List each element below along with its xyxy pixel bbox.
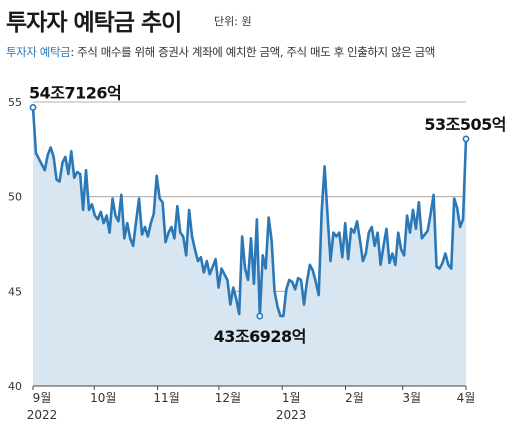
page-title: 투자자 예탁금 추이 <box>6 10 182 36</box>
annotation-label: 54조7126억 <box>29 83 121 102</box>
x-tick-label: 9월 <box>33 391 52 405</box>
x-tick-label: 4월 <box>457 391 476 405</box>
y-tick-label: 45 <box>8 285 22 298</box>
definition-note-label: 투자자 예탁금 <box>6 45 71 59</box>
annotation-label: 53조505억 <box>424 115 506 134</box>
annotation-point <box>29 104 37 111</box>
x-axis: 9월 2022 10월 11월 12월 1월 2023 2월 3월 4월 <box>27 385 476 422</box>
x-tick-year: 2023 <box>276 408 307 422</box>
annotation-point <box>462 135 470 143</box>
definition-note: 투자자 예탁금: 주식 매수를 위해 증권사 계좌에 예치한 금액, 주식 매도… <box>6 44 435 60</box>
x-tick-label: 10월 <box>90 391 116 405</box>
x-tick-label: 2월 <box>345 391 364 405</box>
definition-note-text: : 주식 매수를 위해 증권사 계좌에 예치한 금액, 주식 매도 후 인출하지… <box>70 45 435 59</box>
y-tick-label: 55 <box>8 96 22 109</box>
x-tick-label: 12월 <box>215 391 241 405</box>
annotation-markers: 54조7126억 43조6928억 53조505억 <box>29 83 507 346</box>
unit-label: 단위: 원 <box>214 15 252 28</box>
x-tick-label: 1월 <box>282 391 301 405</box>
x-tick-label: 11월 <box>153 391 179 405</box>
deposit-line <box>31 106 468 318</box>
y-axis-ticks: 40 45 50 55 <box>8 96 22 393</box>
x-tick-year: 2022 <box>27 408 58 422</box>
y-tick-label: 50 <box>8 191 22 204</box>
y-tick-label: 40 <box>8 380 22 393</box>
deposit-area <box>33 107 466 387</box>
x-tick-label: 3월 <box>402 391 421 405</box>
annotation-point <box>256 312 264 320</box>
annotation-label: 43조6928억 <box>214 327 306 346</box>
